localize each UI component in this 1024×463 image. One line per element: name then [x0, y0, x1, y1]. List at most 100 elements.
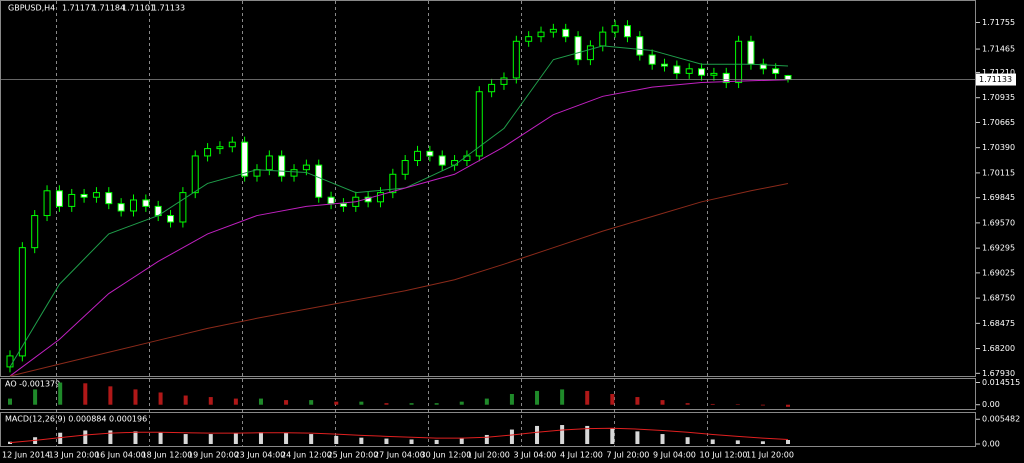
candle-body — [43, 190, 51, 217]
candle-body — [698, 68, 706, 76]
x-tick-label: 1 Jul 20:00 — [467, 451, 510, 460]
candle-body — [179, 192, 187, 223]
candle-body — [549, 28, 557, 33]
macd-bar — [484, 434, 489, 444]
ao-bar — [560, 389, 565, 405]
candle-body — [772, 68, 780, 74]
macd-bar — [409, 439, 414, 444]
candle-body — [228, 141, 236, 148]
macd-panel — [0, 412, 976, 447]
ao-bar — [284, 400, 289, 405]
candle-body — [117, 203, 125, 212]
candle-body — [6, 355, 14, 368]
candle-body — [18, 247, 26, 357]
macd-bar — [610, 428, 615, 444]
ao-bar — [434, 403, 439, 405]
y-tick-label: 1.69295 — [982, 244, 1015, 253]
candle-body — [302, 164, 310, 171]
ao-bar — [660, 400, 665, 405]
x-tick-label: 11 Jul 20:00 — [746, 451, 794, 460]
price-label: 1.71133 — [979, 75, 1012, 84]
ao-bar — [33, 389, 38, 405]
ao-bar — [610, 394, 615, 405]
candle-body — [216, 146, 224, 150]
candle-body — [327, 196, 335, 205]
candle-body — [710, 72, 718, 76]
macd-bar — [509, 429, 514, 444]
candle-body — [241, 141, 249, 177]
ao-bar — [685, 403, 690, 405]
x-tick-label: 13 Jun 20:00 — [49, 451, 100, 460]
ao-bar — [459, 401, 464, 405]
candle-body — [451, 160, 459, 166]
macd-bar — [183, 434, 188, 444]
macd-bar — [233, 433, 238, 444]
ohlc-open: 1.71177 — [62, 4, 95, 13]
candle-body — [500, 77, 508, 85]
x-tick-label: 7 Jul 20:00 — [607, 451, 650, 460]
candle-body — [611, 25, 619, 33]
x-tick-label: 24 Jun 12:00 — [281, 451, 332, 460]
ao-bar — [409, 403, 414, 405]
macd-bar — [334, 435, 339, 444]
macd-bar — [8, 441, 12, 444]
y-tick-label: 1.70390 — [982, 143, 1015, 152]
candle-body — [315, 164, 323, 198]
candle-body — [401, 160, 409, 175]
x-tick-label: 10 Jul 12:00 — [700, 451, 748, 460]
ao-bar — [585, 390, 590, 405]
ao-bar — [509, 394, 514, 405]
y-tick-label: 0.005482 — [982, 415, 1020, 424]
ao-bar — [359, 401, 364, 405]
candle-body — [92, 192, 100, 198]
x-tick-label: 19 Jun 20:00 — [188, 451, 239, 460]
candle-body — [648, 54, 656, 65]
macd-bar — [459, 438, 464, 444]
ao-bar — [8, 398, 12, 405]
ao-bar — [183, 395, 188, 405]
ao-bar — [208, 397, 213, 405]
macd-bar — [58, 432, 63, 444]
y-tick-label: 1.69025 — [982, 268, 1015, 277]
ao-bar — [309, 400, 314, 405]
candle-body — [661, 63, 669, 67]
price-box — [976, 73, 1016, 86]
candle-body — [426, 150, 434, 157]
candle-body — [414, 150, 422, 162]
macd-bar — [735, 440, 740, 444]
candle-body — [438, 155, 446, 166]
candle-body — [389, 173, 397, 194]
macd-bar — [384, 438, 389, 444]
candle-body — [574, 36, 582, 61]
symbol: GBPUSD,H4 — [8, 4, 55, 13]
candle-body — [339, 203, 347, 207]
x-tick-label: 3 Jul 04:00 — [514, 451, 557, 460]
y-tick-label: 1.71465 — [982, 45, 1015, 54]
y-tick-label: 1.70935 — [982, 93, 1015, 102]
ao-bar — [384, 403, 389, 405]
candle-body — [722, 72, 730, 84]
candle-body — [31, 215, 39, 249]
macd-bar — [710, 439, 715, 444]
macd-bar — [83, 430, 88, 444]
ao-bar — [710, 403, 715, 405]
macd-label: MACD(12,26,9) 0.000884 0.000196 — [5, 415, 147, 424]
candle-body — [735, 40, 743, 84]
candle-body — [759, 63, 767, 70]
macd-bar — [133, 431, 138, 444]
ao-bar — [83, 383, 88, 405]
ao-label: AO -0.001379 — [5, 380, 60, 389]
ao-bar — [58, 382, 63, 405]
candle-body — [685, 68, 693, 74]
candle-body — [512, 40, 520, 79]
candle-body — [747, 40, 755, 65]
ao-bar — [735, 404, 740, 405]
candle-body — [290, 169, 298, 177]
macd-bar — [786, 440, 790, 444]
candle-body — [784, 74, 792, 81]
x-tick-label: 4 Jul 12:00 — [560, 451, 603, 460]
macd-bar — [685, 437, 690, 444]
macd-bar — [434, 439, 439, 444]
x-tick-label: 27 Jun 04:00 — [374, 451, 425, 460]
